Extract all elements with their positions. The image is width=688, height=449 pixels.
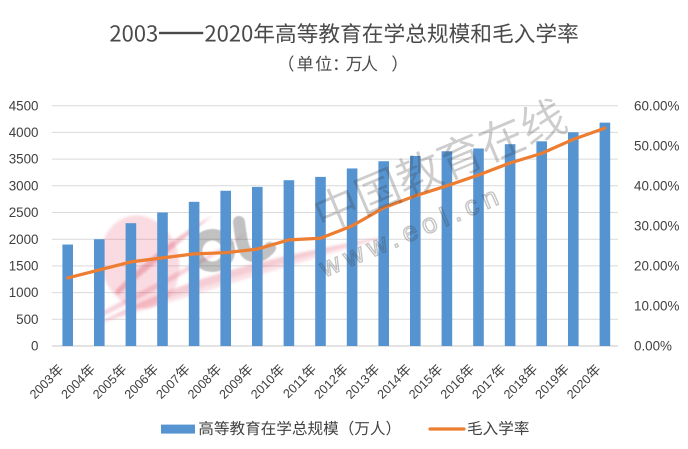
svg-text:50.00%: 50.00% [634, 138, 680, 153]
svg-text:3500: 3500 [9, 152, 39, 167]
svg-text:1500: 1500 [9, 259, 39, 274]
svg-text:0: 0 [31, 339, 38, 354]
svg-text:10.00%: 10.00% [634, 299, 680, 314]
svg-text:4500: 4500 [9, 98, 39, 113]
svg-text:20.00%: 20.00% [634, 259, 680, 274]
svg-text:1000: 1000 [9, 285, 39, 300]
svg-text:3000: 3000 [9, 178, 39, 193]
svg-text:60.00%: 60.00% [634, 98, 680, 113]
svg-text:30.00%: 30.00% [634, 218, 680, 233]
svg-text:0.00%: 0.00% [634, 339, 672, 354]
svg-text:2500: 2500 [9, 205, 39, 220]
svg-text:500: 500 [16, 312, 38, 327]
svg-text:2000: 2000 [9, 232, 39, 247]
svg-text:40.00%: 40.00% [634, 178, 680, 193]
svg-text:4000: 4000 [9, 125, 39, 140]
